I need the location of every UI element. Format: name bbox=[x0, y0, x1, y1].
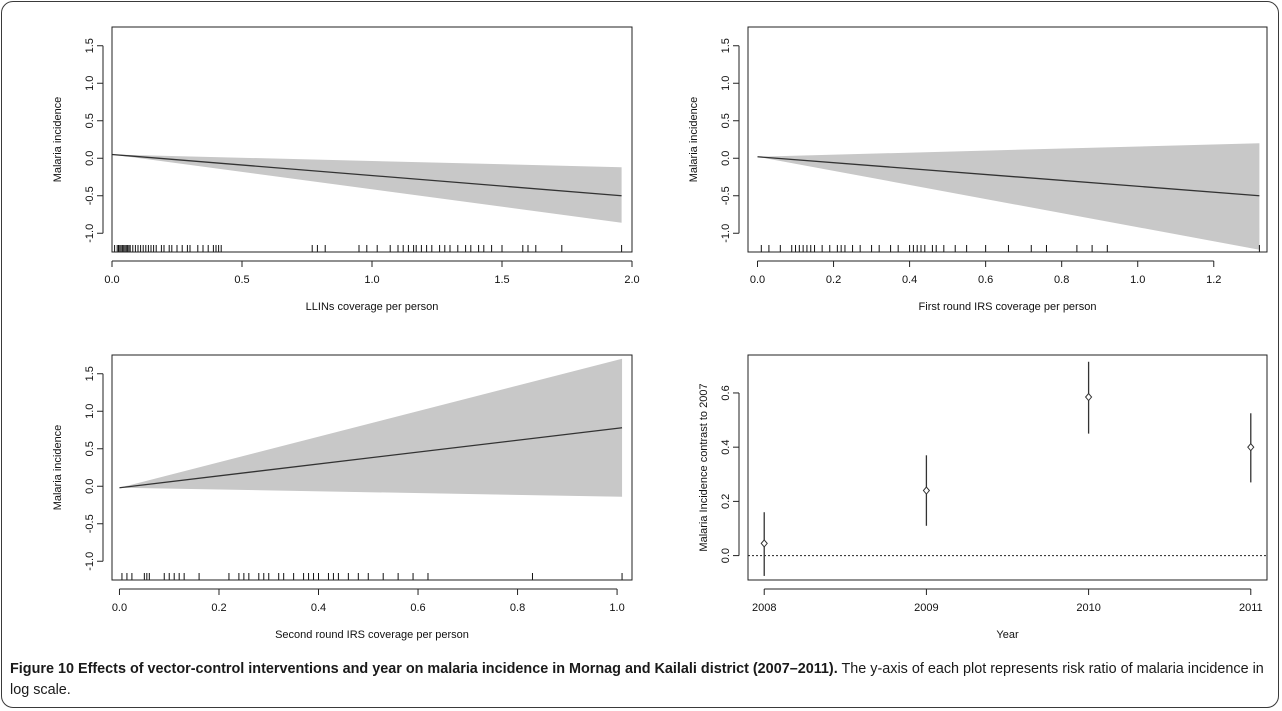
x-tick-label: 2.0 bbox=[624, 274, 639, 286]
chart-panel-4: 2008 2009 2010 2011 0.0 0.2 0.4 0.6 Year Malaria … bbox=[698, 354, 1268, 641]
y-tick-label: -1.0 bbox=[84, 224, 96, 243]
y-tick-label: -0.5 bbox=[84, 186, 96, 205]
x-tick-label: 0.6 bbox=[978, 274, 993, 286]
x-tick-label: 0.2 bbox=[211, 602, 226, 614]
x-tick-label: 2008 bbox=[752, 602, 776, 614]
y-tick-label: -1.0 bbox=[84, 552, 96, 571]
y-tick-label: 0.4 bbox=[720, 440, 732, 455]
y-axis-label: Malaria Incidence contrast to 2007 bbox=[698, 383, 710, 551]
caption-text: The y-axis of each plot represents risk … bbox=[10, 661, 1264, 698]
y-tick-label: 0.6 bbox=[720, 385, 732, 400]
x-tick-label: 1.2 bbox=[1206, 274, 1221, 286]
plot-box bbox=[111, 26, 633, 253]
x-axis-label: First round IRS coverage per person bbox=[919, 301, 1097, 313]
x-tick-label: 0.0 bbox=[112, 602, 127, 614]
y-tick-label: 1.0 bbox=[84, 404, 96, 419]
x-tick-label: 0.8 bbox=[1054, 274, 1069, 286]
confidence-band bbox=[112, 154, 622, 223]
x-tick-label: 0.0 bbox=[104, 274, 119, 286]
x-tick-label: 0.2 bbox=[826, 274, 841, 286]
x-tick-label: 1.0 bbox=[364, 274, 379, 286]
x-axis-label: Second round IRS coverage per person bbox=[275, 629, 469, 641]
plot-box bbox=[747, 26, 1268, 253]
figure-caption: Figure 10 Effects of vector-control inte… bbox=[10, 659, 1272, 701]
y-tick-label: -0.5 bbox=[720, 186, 732, 205]
y-tick-label: 1.5 bbox=[84, 366, 96, 381]
y-tick-label: 0.5 bbox=[84, 441, 96, 456]
figure-panels: 0.0 0.5 1.0 1.5 2.0 -1.0 -0.5 0.0 0.5 1.0 1.5 LLINs… bbox=[52, 26, 1268, 641]
y-tick-label: 0.0 bbox=[84, 479, 96, 494]
confidence-band bbox=[757, 143, 1260, 250]
data-point bbox=[922, 486, 931, 495]
x-tick-label: 1.0 bbox=[609, 602, 624, 614]
chart-panel-3: 0.0 0.2 0.4 0.6 0.8 1.0 -1.0 -0.5 0.0 0.5 1.0 1.5 Se… bbox=[52, 354, 633, 641]
fitted-line bbox=[119, 427, 623, 489]
y-axis-label: Malaria incidence bbox=[688, 97, 700, 183]
fitted-line bbox=[111, 153, 622, 197]
y-axis-label: Malaria incidence bbox=[52, 97, 64, 183]
x-tick-label: 0.4 bbox=[902, 274, 917, 286]
y-tick-label: 0.2 bbox=[720, 494, 732, 509]
y-tick-label: -1.0 bbox=[720, 224, 732, 243]
y-axis-label: Malaria incidence bbox=[52, 425, 64, 511]
chart-panel-2: 0.0 0.2 0.4 0.6 0.8 1.0 1.2 -1.0 -0.5 0.0 0.5 1.0 1.… bbox=[688, 26, 1268, 313]
data-point bbox=[1084, 392, 1093, 402]
data-point bbox=[1247, 442, 1255, 452]
x-tick-label: 2009 bbox=[914, 602, 938, 614]
x-axis-label: LLINs coverage per person bbox=[306, 301, 439, 313]
y-tick-label: 0.0 bbox=[720, 548, 732, 563]
x-tick-label: 1.5 bbox=[494, 274, 509, 286]
caption-title: Figure 10 Effects of vector-control inte… bbox=[10, 661, 838, 677]
x-tick-label: 0.6 bbox=[410, 602, 425, 614]
x-tick-label: 2011 bbox=[1239, 602, 1263, 614]
x-tick-label: 0.0 bbox=[750, 274, 765, 286]
x-tick-label: 0.4 bbox=[311, 602, 326, 614]
x-tick-label: 1.0 bbox=[1130, 274, 1145, 286]
y-tick-label: 1.0 bbox=[84, 76, 96, 91]
x-tick-label: 0.8 bbox=[510, 602, 525, 614]
plot-box bbox=[747, 354, 1268, 581]
confidence-band bbox=[119, 358, 623, 497]
plot-box bbox=[111, 354, 633, 581]
fitted-line bbox=[757, 156, 1260, 197]
y-tick-label: 1.0 bbox=[720, 76, 732, 91]
data-point bbox=[760, 539, 768, 548]
y-tick-label: 0.0 bbox=[84, 151, 96, 166]
x-tick-label: 0.5 bbox=[234, 274, 249, 286]
y-tick-label: 1.5 bbox=[720, 38, 732, 53]
y-tick-label: -0.5 bbox=[84, 514, 96, 533]
x-tick-label: 2010 bbox=[1076, 602, 1100, 614]
y-tick-label: 0.0 bbox=[720, 151, 732, 166]
y-tick-label: 0.5 bbox=[84, 113, 96, 128]
y-tick-label: 0.5 bbox=[720, 113, 732, 128]
x-axis-label: Year bbox=[996, 629, 1019, 641]
chart-panel-1: 0.0 0.5 1.0 1.5 2.0 -1.0 -0.5 0.0 0.5 1.0 1.5 LLINs… bbox=[52, 26, 640, 313]
y-tick-label: 1.5 bbox=[84, 38, 96, 53]
